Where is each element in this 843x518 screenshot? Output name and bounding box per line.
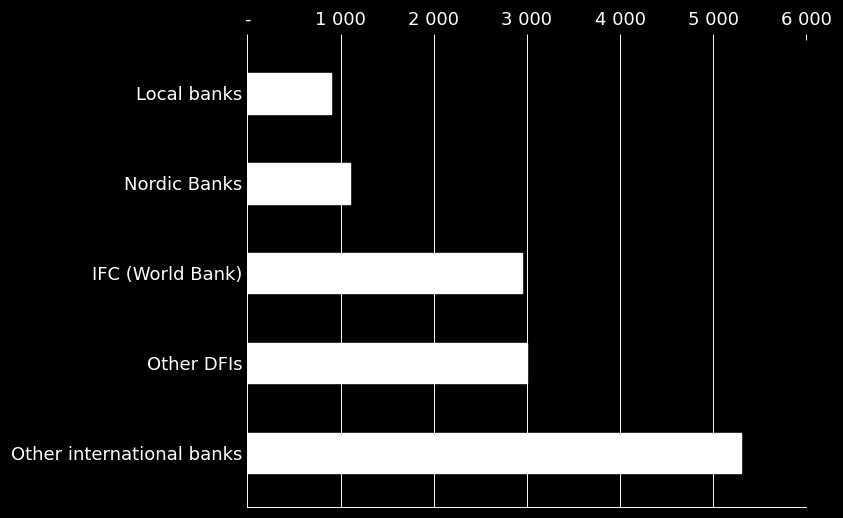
Bar bbox=[247, 433, 741, 473]
Bar bbox=[247, 253, 523, 293]
Bar bbox=[247, 163, 350, 204]
Bar bbox=[247, 73, 331, 113]
Bar bbox=[247, 343, 527, 383]
